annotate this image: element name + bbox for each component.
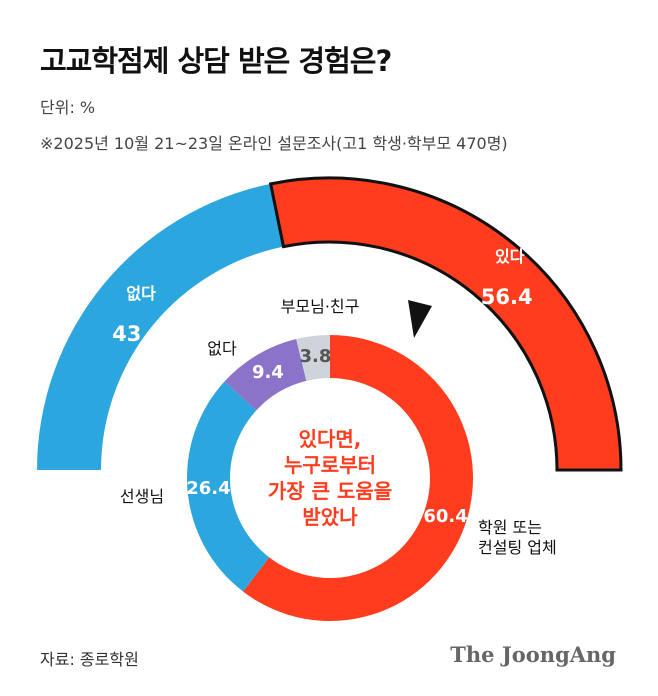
donut-segment <box>224 339 307 411</box>
value-label: 56.4 <box>480 284 533 309</box>
donut-segment <box>296 335 330 381</box>
donut-segment <box>243 335 473 622</box>
brand: The JoongAng <box>450 642 616 667</box>
center-label: 있다면, 누구로부터 가장 큰 도움을 받았나 <box>267 427 393 529</box>
category-label: 없다 <box>126 284 156 304</box>
donut-segment <box>187 381 270 592</box>
value-label: 60.4 <box>423 505 468 527</box>
unit: 단위: % <box>40 98 96 117</box>
value-label: 9.4 <box>251 361 284 383</box>
source: 자료: 종로학원 <box>40 650 139 669</box>
pointer <box>408 300 432 338</box>
note: ※2025년 10월 21~23일 온라인 설문조사(고1 학생·학부모 470… <box>40 134 508 153</box>
title: 고교학점제 상담 받은 경험은? <box>40 44 392 78</box>
category-label: 선생님 <box>119 487 165 506</box>
value-label: 26.4 <box>186 477 231 499</box>
value-label: 43.6 <box>112 322 164 347</box>
arc-segment <box>268 176 623 472</box>
category-label: 없다 <box>207 339 237 358</box>
category-label: 학원 또는 컨설팅 업체 <box>478 518 557 557</box>
category-label: 부모님·친구 <box>280 297 360 316</box>
arc-segment <box>37 183 284 470</box>
value-label: 3.8 <box>299 345 332 367</box>
category-label: 있다 <box>494 247 525 267</box>
